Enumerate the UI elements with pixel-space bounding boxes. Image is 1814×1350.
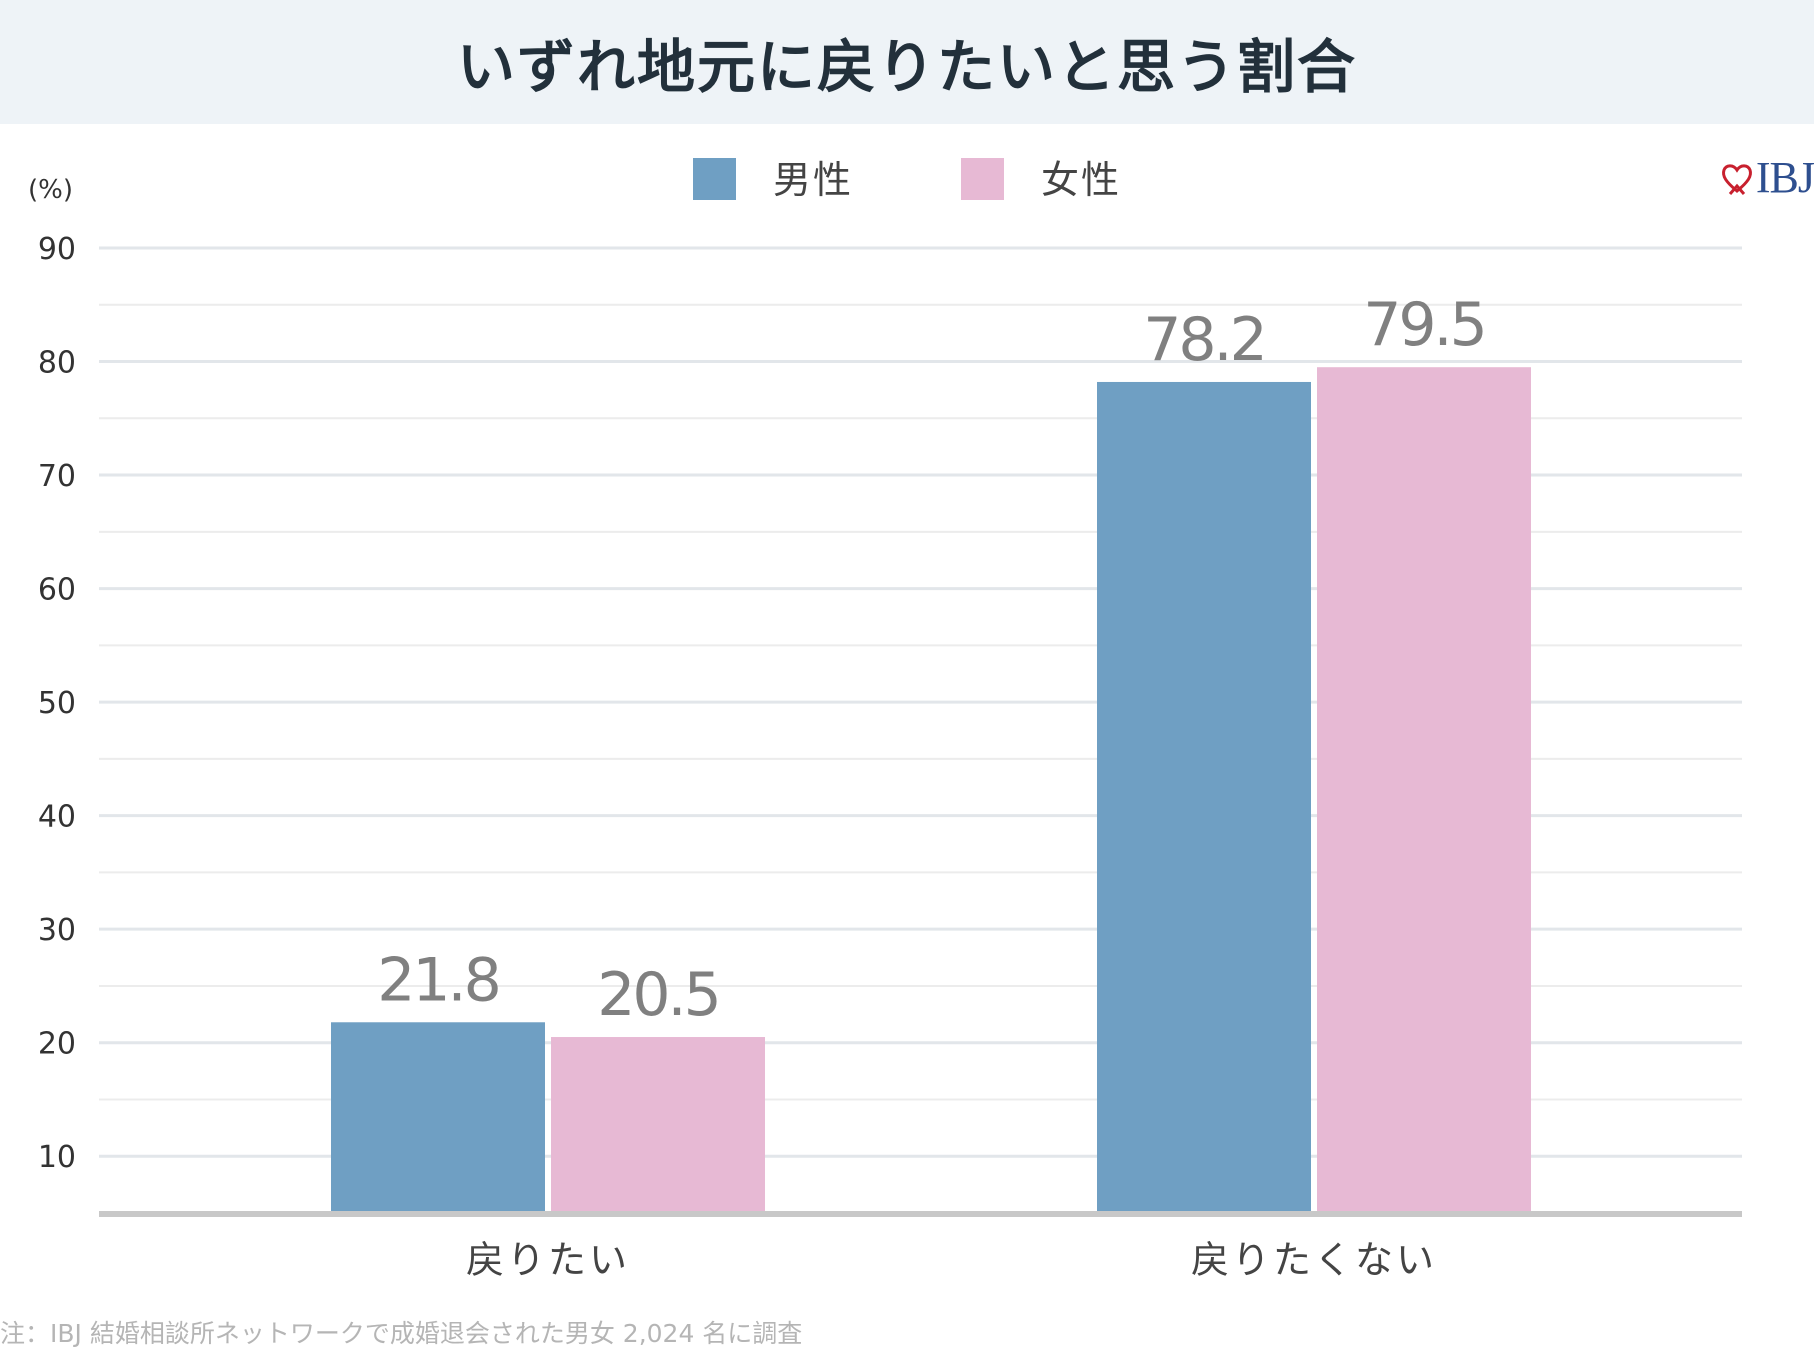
- footnote: 注：IBJ 結婚相談所ネットワークで成婚退会された男女 2,024 名に調査: [0, 1319, 803, 1348]
- x-axis-baseline: [99, 1211, 1742, 1217]
- x-category-label: 戻りたい: [466, 1238, 630, 1282]
- data-label: 21.8: [377, 945, 499, 1015]
- y-tick-label: 50: [38, 686, 76, 721]
- y-tick-label: 40: [38, 800, 76, 835]
- bar: [1317, 367, 1531, 1211]
- y-tick-label: 80: [38, 346, 76, 381]
- data-label: 20.5: [597, 960, 719, 1030]
- y-tick-label: 60: [38, 573, 76, 608]
- data-label: 78.2: [1143, 305, 1265, 375]
- x-category-label: 戻りたくない: [1191, 1238, 1437, 1282]
- y-tick-label: 90: [38, 232, 76, 267]
- legend-swatch: [961, 158, 1004, 200]
- y-tick-label: 10: [38, 1140, 76, 1175]
- brand-logo: IBJ: [1720, 152, 1814, 203]
- y-tick-label: 30: [38, 913, 76, 948]
- data-label: 79.5: [1363, 290, 1485, 360]
- legend-label: 女性: [1041, 158, 1121, 202]
- heart-icon: [1721, 163, 1752, 195]
- chart-title: いずれ地元に戻りたいと思う割合: [456, 33, 1357, 101]
- y-tick-label: 20: [38, 1027, 76, 1062]
- bar: [331, 1022, 545, 1211]
- title-band: いずれ地元に戻りたいと思う割合: [0, 0, 1814, 124]
- brand-name: IBJ: [1755, 153, 1814, 202]
- legend-label: 男性: [773, 158, 853, 202]
- y-tick-label: 70: [38, 459, 76, 494]
- bar: [551, 1037, 765, 1211]
- y-axis-unit: (%): [28, 175, 73, 205]
- bar: [1097, 381, 1311, 1211]
- legend-swatch: [693, 158, 736, 200]
